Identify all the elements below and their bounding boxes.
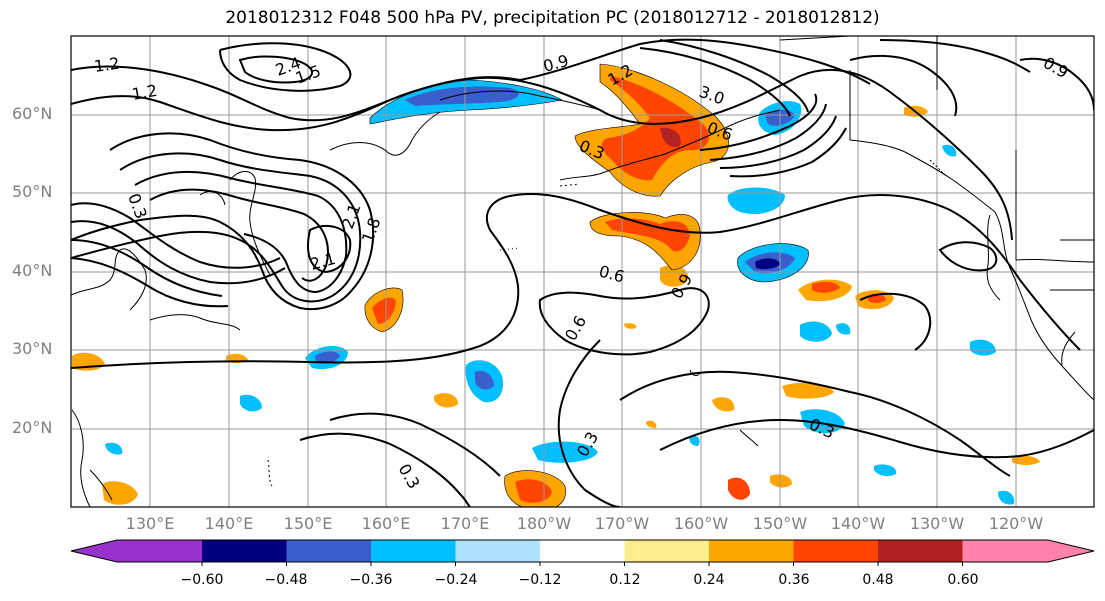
graticule bbox=[71, 36, 1094, 507]
colorbar-tick-label: −0.48 bbox=[264, 572, 308, 588]
lon-label: 130°E bbox=[125, 514, 175, 533]
colorbar-segment bbox=[71, 540, 202, 562]
precip-fill-positive bbox=[372, 297, 396, 324]
pv-contours bbox=[71, 38, 1094, 507]
map-frame bbox=[70, 35, 1095, 508]
colorbar-tick-label: −0.24 bbox=[434, 572, 478, 588]
precip-fill-negative bbox=[689, 435, 700, 446]
lat-label: 60°N bbox=[12, 104, 53, 123]
precip-fill-negative bbox=[800, 409, 845, 434]
precip-fill-positive bbox=[1012, 455, 1040, 465]
lat-label: 30°N bbox=[12, 339, 53, 358]
colorbar-outline bbox=[70, 539, 1095, 563]
precip-fill-positive bbox=[812, 281, 840, 293]
precip-fill-negative bbox=[998, 490, 1015, 505]
precip-fill-negative bbox=[532, 441, 598, 463]
lon-label: 180°W bbox=[516, 514, 572, 533]
lat-label: 50°N bbox=[12, 182, 53, 201]
precip-fill-negative bbox=[836, 323, 851, 335]
precip-fill-negative bbox=[942, 144, 957, 157]
colorbar-segment bbox=[202, 540, 287, 562]
lon-label: 160°W bbox=[673, 514, 729, 533]
colorbar-tick-label: −0.60 bbox=[180, 572, 224, 588]
lon-label: 160°E bbox=[361, 514, 411, 533]
lon-label: 150°E bbox=[283, 514, 333, 533]
precip-fill-negative bbox=[240, 394, 262, 412]
precip-fill-negative bbox=[475, 370, 494, 390]
lat-label: 20°N bbox=[12, 418, 53, 437]
colorbar-segment bbox=[371, 540, 456, 562]
precip-fill-positive bbox=[646, 420, 657, 428]
precip-fill-positive bbox=[770, 474, 792, 488]
chart-title: 2018012312 F048 500 hPa PV, precipitatio… bbox=[225, 8, 880, 28]
precip-fill-positive bbox=[660, 127, 681, 148]
colorbar-tick-label: 0.36 bbox=[778, 572, 810, 588]
colorbar-segment bbox=[962, 540, 1094, 562]
precip-fill-negative bbox=[315, 351, 340, 364]
precip-fill-negative bbox=[970, 339, 996, 356]
lon-label: 130°W bbox=[909, 514, 965, 533]
colorbar-segment bbox=[793, 540, 878, 562]
colorbar-segment bbox=[709, 540, 794, 562]
colorbar-tick-label: 0.12 bbox=[609, 572, 641, 588]
lon-label: 150°W bbox=[752, 514, 808, 533]
contour-label: 1.2 bbox=[93, 54, 121, 76]
lon-label: 140°W bbox=[830, 514, 886, 533]
precip-fill-positive bbox=[601, 76, 709, 181]
colorbar-segment bbox=[540, 540, 625, 562]
lon-label: 120°W bbox=[988, 514, 1044, 533]
precip-fill-positive bbox=[712, 397, 735, 412]
precip-fill-positive bbox=[434, 393, 458, 408]
colorbar-tick-label: 0.24 bbox=[693, 572, 725, 588]
colorbar-tick-label: −0.36 bbox=[349, 572, 393, 588]
colorbar-tick-label: −0.12 bbox=[518, 572, 562, 588]
precip-fill-positive bbox=[782, 382, 834, 399]
colorbar-segment bbox=[455, 540, 540, 562]
precip-fill-positive bbox=[728, 477, 750, 500]
precip-fill-negative bbox=[105, 442, 123, 455]
precip-fill-negative bbox=[727, 187, 785, 215]
precip-fill-positive bbox=[624, 323, 637, 329]
colorbar bbox=[70, 539, 1095, 566]
contour-label: 1.2 bbox=[130, 81, 158, 104]
precip-fill-positive bbox=[515, 479, 552, 503]
precip-fill-positive bbox=[605, 218, 690, 252]
precip-fill-positive bbox=[660, 265, 689, 287]
lon-label: 140°E bbox=[204, 514, 254, 533]
lon-label: 170°W bbox=[594, 514, 650, 533]
precip-fill-negative bbox=[800, 321, 832, 342]
precip-fill-negative bbox=[755, 258, 780, 270]
lon-label: 170°E bbox=[440, 514, 490, 533]
precip-fill-negative bbox=[874, 464, 897, 477]
colorbar-segment bbox=[286, 540, 371, 562]
colorbar-segment bbox=[878, 540, 963, 562]
colorbar-tick-label: 0.60 bbox=[947, 572, 979, 588]
colorbar-tick-label: 0.48 bbox=[862, 572, 894, 588]
lat-label: 40°N bbox=[12, 261, 53, 280]
colorbar-segment bbox=[624, 540, 709, 562]
